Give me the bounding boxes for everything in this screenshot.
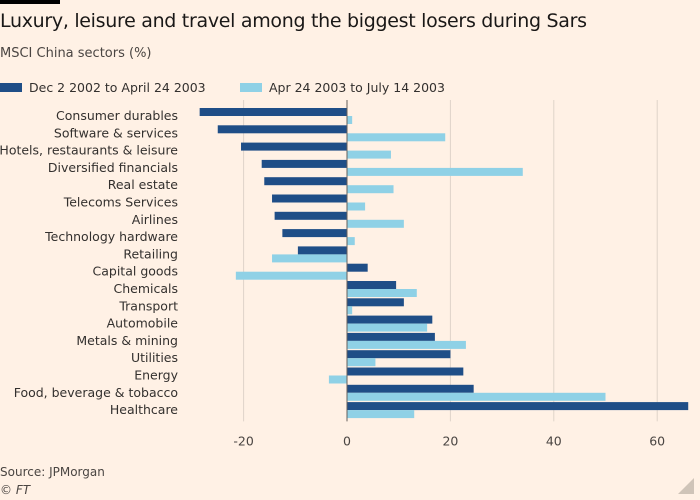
x-tick-label: 60 <box>649 433 665 448</box>
bar-series-1 <box>347 263 368 272</box>
bar-series-2 <box>347 116 353 124</box>
legend-swatch-series-2 <box>240 83 262 92</box>
source-note: Source: JPMorgan <box>0 465 105 479</box>
legend-label-series-2: Apr 24 2003 to July 14 2003 <box>269 80 445 95</box>
bar-series-1 <box>241 142 347 151</box>
bar-series-2 <box>347 237 355 246</box>
legend-item-series-1: Dec 2 2002 to April 24 2003 <box>0 80 206 95</box>
category-label: Chemicals <box>113 281 178 296</box>
category-label: Software & services <box>54 125 178 140</box>
bar-series-1 <box>347 367 464 376</box>
bar-series-1 <box>347 384 474 393</box>
chart-subtitle: MSCI China sectors (%) <box>0 46 152 61</box>
category-label: Capital goods <box>93 264 178 279</box>
category-label: Consumer durables <box>56 108 178 123</box>
bar-series-1 <box>347 350 451 359</box>
x-tick-label: 40 <box>546 433 562 448</box>
category-label: Automobile <box>107 316 179 331</box>
bar-series-2 <box>347 133 446 142</box>
copyright-note: © FT <box>0 483 31 497</box>
bar-series-2 <box>235 271 347 280</box>
bar-series-1 <box>217 125 347 134</box>
bar-series-2 <box>347 323 428 332</box>
legend-item-series-2: Apr 24 2003 to July 14 2003 <box>240 80 445 95</box>
bar-series-2 <box>347 358 376 367</box>
bar-series-2 <box>347 410 415 419</box>
bar-series-1 <box>347 298 404 307</box>
category-label: Telecoms Services <box>63 195 178 210</box>
bar-series-2 <box>347 185 394 194</box>
chart-title: Luxury, leisure and travel among the big… <box>0 10 587 32</box>
bar-series-1 <box>297 246 347 255</box>
bar-series-2 <box>272 254 347 263</box>
bar-series-2 <box>347 219 404 228</box>
category-label: Food, beverage & tobacco <box>14 385 178 400</box>
bar-series-1 <box>347 315 433 324</box>
category-label: Airlines <box>132 212 178 227</box>
bar-series-2 <box>347 167 523 176</box>
x-tick-label: -20 <box>233 433 253 448</box>
bar-series-1 <box>274 211 347 220</box>
corner-fold-icon <box>678 478 694 494</box>
bar-series-2 <box>347 306 353 315</box>
bar-series-2 <box>347 340 466 349</box>
bar-series-1 <box>264 177 347 186</box>
bar-series-1 <box>199 108 347 116</box>
legend-label-series-1: Dec 2 2002 to April 24 2003 <box>29 80 206 95</box>
bar-series-1 <box>261 159 347 168</box>
bar-chart: -20 0 20 40 60 Consumer durables Software & se… <box>0 100 689 448</box>
bar-series-2 <box>347 392 606 401</box>
category-label: Utilities <box>131 350 178 365</box>
bar-series-1 <box>347 402 689 411</box>
bar-series-2 <box>347 202 366 211</box>
x-tick-label: 20 <box>442 433 458 448</box>
bar-series-1 <box>347 332 435 341</box>
bar-series-2 <box>328 375 347 384</box>
bar-series-1 <box>347 281 397 289</box>
category-label: Energy <box>134 368 178 383</box>
category-label: Metals & mining <box>76 333 178 348</box>
bar-series-2 <box>347 150 391 159</box>
category-label: Healthcare <box>110 402 178 417</box>
category-label: Retailing <box>123 246 178 261</box>
category-label: Hotels, restaurants & leisure <box>0 143 178 158</box>
x-tick-label: 0 <box>343 433 351 448</box>
category-label: Real estate <box>108 177 179 192</box>
category-label: Transport <box>118 298 178 313</box>
bar-series-2 <box>347 289 417 297</box>
bar-series-1 <box>282 229 347 238</box>
legend-swatch-series-1 <box>0 83 22 92</box>
chart-legend: Dec 2 2002 to April 24 2003 Apr 24 2003 … <box>0 80 700 96</box>
brand-bar <box>0 0 60 4</box>
category-label: Diversified financials <box>48 160 178 175</box>
bar-series-1 <box>272 194 347 203</box>
category-label: Technology hardware <box>44 229 178 244</box>
